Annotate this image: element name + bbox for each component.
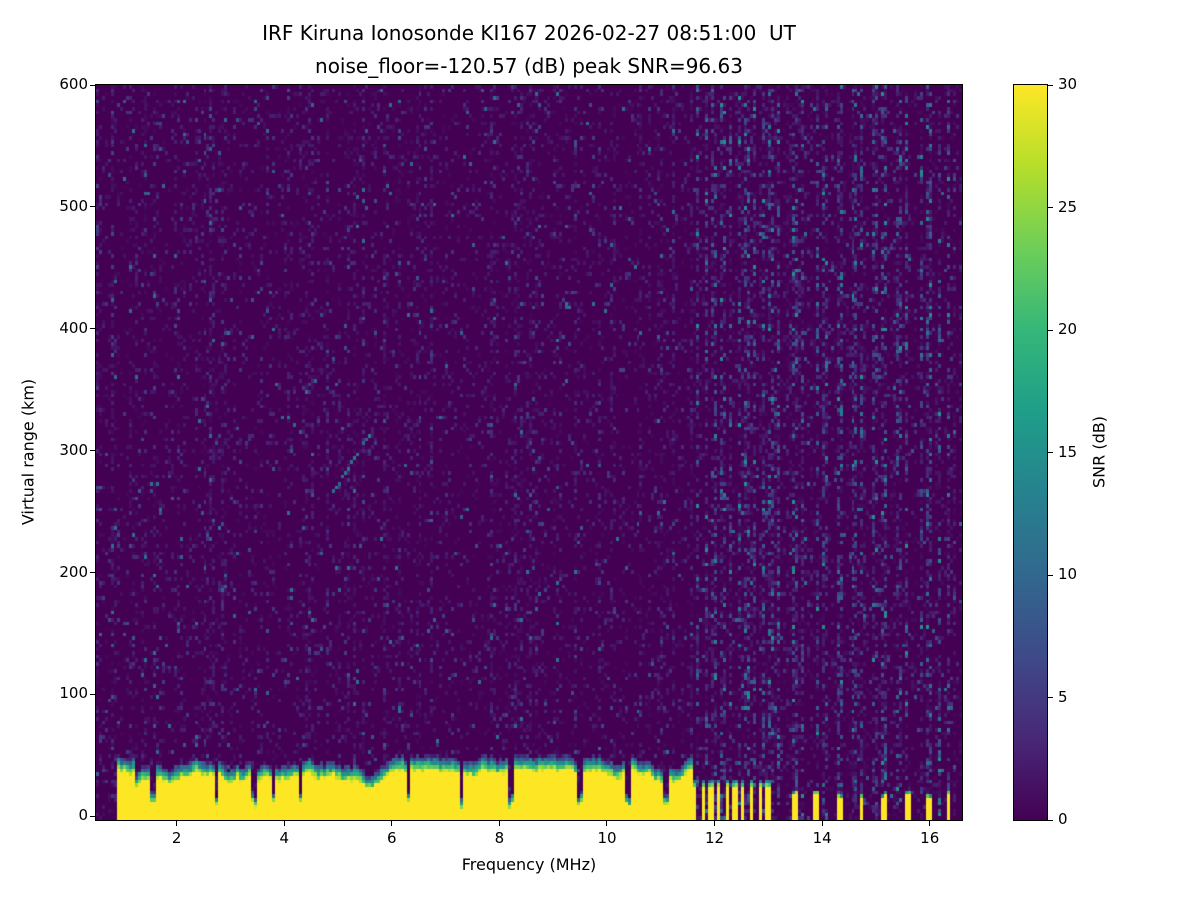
plot-area (95, 84, 963, 821)
colorbar (1013, 84, 1048, 821)
colorbar-tick-label: 20 (1058, 320, 1078, 338)
ionogram-heatmap (96, 85, 962, 820)
x-tick-mark (821, 821, 823, 826)
x-tick-label: 14 (812, 829, 832, 847)
colorbar-tick-mark (1048, 84, 1053, 86)
colorbar-tick-mark (1048, 574, 1053, 576)
y-tick-label: 300 (59, 440, 88, 459)
x-tick-label: 16 (920, 829, 940, 847)
colorbar-tick-mark (1048, 329, 1053, 331)
x-tick-label: 2 (171, 829, 182, 847)
colorbar-gradient (1014, 85, 1047, 820)
colorbar-tick-mark (1048, 697, 1053, 698)
chart-title: IRF Kiruna Ionosonde KI167 2026-02-27 08… (262, 21, 796, 45)
x-axis-label: Frequency (MHz) (461, 855, 597, 874)
x-tick-label: 10 (597, 829, 617, 847)
x-tick-label: 6 (387, 829, 397, 847)
y-tick-label: 500 (59, 196, 88, 215)
y-tick-mark (90, 572, 95, 574)
colorbar-tick-label: 30 (1058, 75, 1078, 93)
colorbar-tick-label: 0 (1058, 810, 1068, 828)
x-tick-label: 4 (279, 829, 290, 847)
y-tick-mark (90, 693, 95, 695)
x-tick-mark (714, 821, 716, 826)
x-tick-mark (283, 821, 285, 826)
y-tick-label: 0 (78, 806, 88, 825)
colorbar-tick-label: 25 (1058, 197, 1078, 216)
x-tick-mark (929, 821, 931, 826)
colorbar-tick-label: 5 (1058, 687, 1068, 706)
y-tick-mark (90, 84, 95, 86)
colorbar-tick-mark (1048, 452, 1053, 453)
x-tick-mark (391, 821, 393, 826)
colorbar-tick-label: 15 (1058, 442, 1078, 461)
x-tick-label: 8 (494, 829, 505, 847)
y-tick-label: 400 (59, 318, 88, 337)
y-tick-label: 100 (59, 684, 88, 703)
colorbar-tick-mark (1048, 207, 1053, 208)
colorbar-tick-mark (1048, 819, 1053, 821)
y-tick-mark (90, 450, 95, 452)
y-axis-label: Virtual range (km) (18, 378, 38, 526)
x-tick-mark (606, 821, 608, 826)
colorbar-tick-label: 10 (1058, 565, 1078, 583)
y-tick-label: 600 (59, 75, 88, 93)
y-tick-mark (90, 328, 95, 330)
y-tick-mark (90, 206, 95, 208)
chart-subtitle: noise_floor=-120.57 (dB) peak SNR=96.63 (315, 54, 743, 78)
x-tick-label: 12 (705, 829, 725, 847)
x-tick-mark (176, 821, 178, 826)
y-tick-label: 200 (59, 562, 88, 581)
x-tick-mark (498, 821, 500, 826)
y-tick-mark (90, 815, 95, 817)
